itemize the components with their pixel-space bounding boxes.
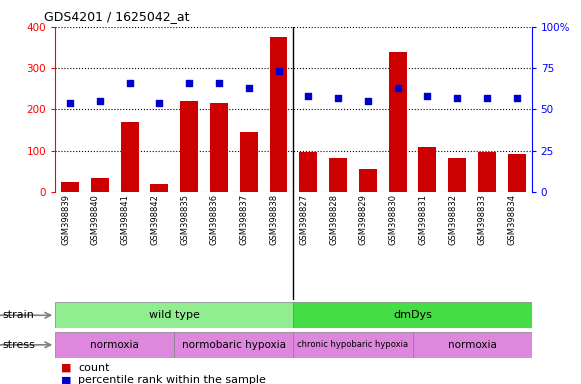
Text: GDS4201 / 1625042_at: GDS4201 / 1625042_at: [44, 10, 189, 23]
Bar: [413, 332, 532, 358]
Point: [393, 85, 402, 91]
Text: GSM398831: GSM398831: [418, 194, 428, 245]
Text: GSM398837: GSM398837: [240, 194, 249, 245]
Text: dmDys: dmDys: [393, 310, 432, 320]
Text: GSM398838: GSM398838: [270, 194, 278, 245]
Bar: [449, 158, 466, 192]
Text: GSM398832: GSM398832: [448, 194, 457, 245]
Text: wild type: wild type: [149, 310, 200, 320]
Bar: [389, 52, 407, 192]
Text: GSM398836: GSM398836: [210, 194, 219, 245]
Bar: [180, 101, 198, 192]
Text: GSM398834: GSM398834: [508, 194, 517, 245]
Bar: [418, 147, 436, 192]
Text: GSM398841: GSM398841: [121, 194, 130, 245]
Bar: [359, 169, 376, 192]
Bar: [55, 332, 174, 358]
Bar: [150, 184, 168, 192]
Bar: [174, 332, 293, 358]
Text: GSM398830: GSM398830: [389, 194, 397, 245]
Point: [95, 98, 105, 104]
Text: GSM398835: GSM398835: [180, 194, 189, 245]
Point: [333, 95, 343, 101]
Text: stress: stress: [3, 340, 36, 350]
Bar: [55, 302, 293, 328]
Text: count: count: [78, 363, 110, 373]
Text: normobaric hypoxia: normobaric hypoxia: [182, 340, 286, 350]
Point: [66, 100, 75, 106]
Text: ■: ■: [61, 375, 71, 384]
Text: chronic hypobaric hypoxia: chronic hypobaric hypoxia: [297, 340, 408, 349]
Bar: [329, 158, 347, 192]
Point: [125, 80, 134, 86]
Point: [512, 95, 521, 101]
Text: percentile rank within the sample: percentile rank within the sample: [78, 375, 266, 384]
Text: strain: strain: [3, 310, 35, 320]
Point: [214, 80, 224, 86]
Point: [363, 98, 372, 104]
Point: [453, 95, 462, 101]
Point: [155, 100, 164, 106]
Text: GSM398840: GSM398840: [91, 194, 100, 245]
Bar: [91, 177, 109, 192]
Text: GSM398828: GSM398828: [329, 194, 338, 245]
Text: normoxia: normoxia: [90, 340, 139, 350]
Bar: [61, 182, 79, 192]
Text: GSM398827: GSM398827: [299, 194, 309, 245]
Point: [244, 85, 253, 91]
Bar: [240, 132, 258, 192]
Text: GSM398839: GSM398839: [61, 194, 70, 245]
Bar: [299, 152, 317, 192]
Bar: [478, 152, 496, 192]
Text: ■: ■: [61, 363, 71, 373]
Point: [185, 80, 194, 86]
Text: GSM398829: GSM398829: [359, 194, 368, 245]
Text: GSM398842: GSM398842: [150, 194, 159, 245]
Text: normoxia: normoxia: [447, 340, 497, 350]
Bar: [270, 37, 288, 192]
Bar: [293, 302, 532, 328]
Bar: [293, 332, 413, 358]
Point: [482, 95, 492, 101]
Bar: [210, 103, 228, 192]
Text: GSM398833: GSM398833: [478, 194, 487, 245]
Bar: [121, 122, 139, 192]
Point: [274, 68, 283, 74]
Bar: [508, 154, 526, 192]
Point: [423, 93, 432, 99]
Point: [304, 93, 313, 99]
